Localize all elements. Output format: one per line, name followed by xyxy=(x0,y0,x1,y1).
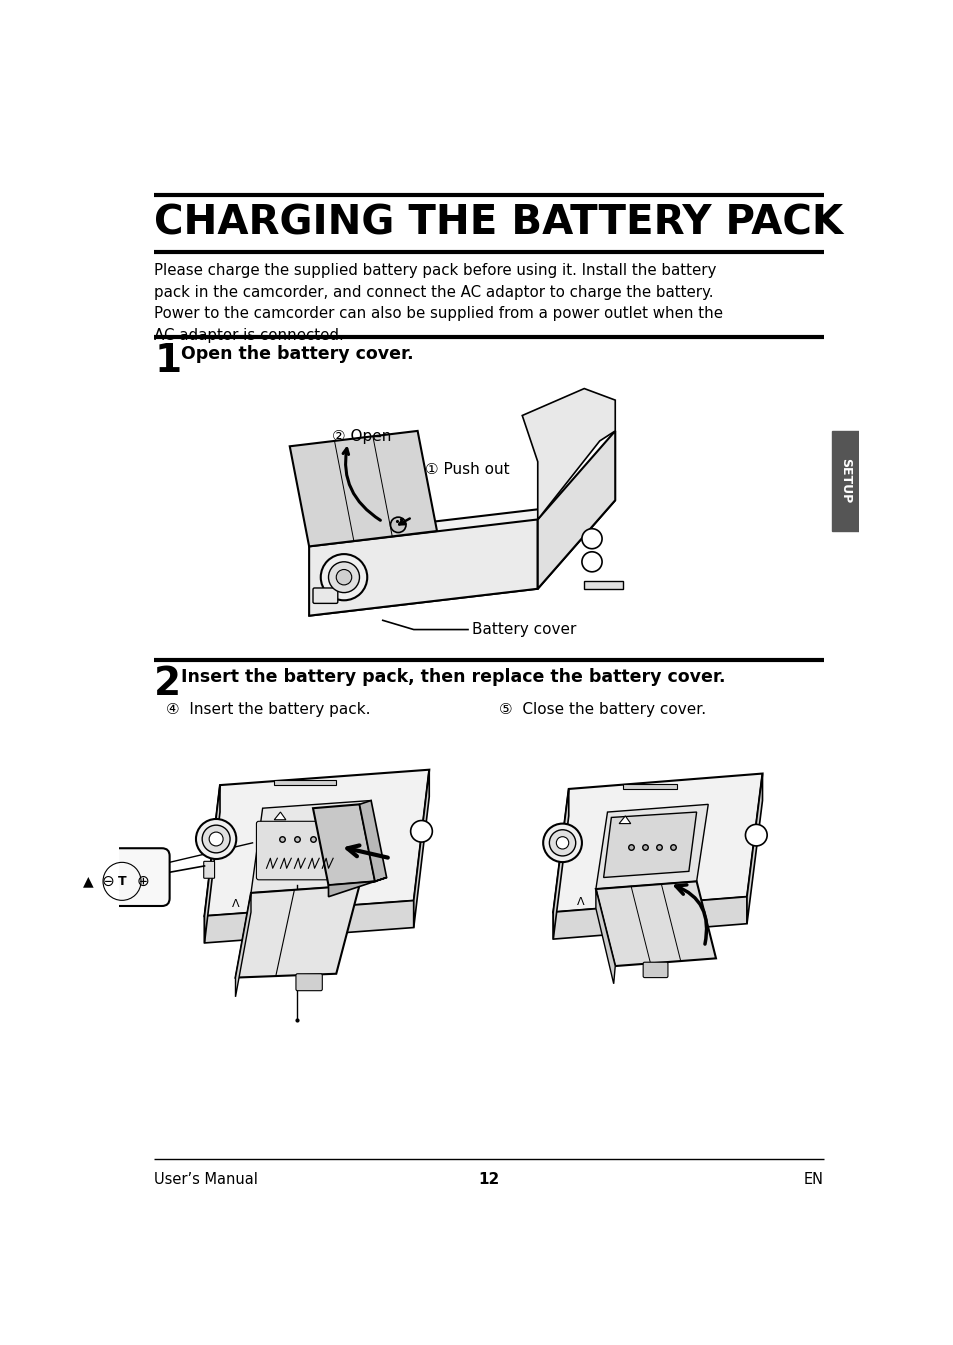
Text: 1: 1 xyxy=(154,342,181,379)
FancyBboxPatch shape xyxy=(256,822,354,880)
FancyBboxPatch shape xyxy=(313,588,337,604)
Text: T: T xyxy=(117,874,126,888)
Text: ④  Insert the battery pack.: ④ Insert the battery pack. xyxy=(166,702,370,717)
Circle shape xyxy=(410,820,432,842)
Polygon shape xyxy=(235,885,359,978)
Text: ▲: ▲ xyxy=(83,874,93,888)
Text: SETUP: SETUP xyxy=(838,459,851,503)
Circle shape xyxy=(202,824,230,853)
Polygon shape xyxy=(537,430,615,589)
Bar xyxy=(583,581,622,589)
Text: Ʌ: Ʌ xyxy=(576,897,583,907)
Polygon shape xyxy=(553,790,568,939)
Polygon shape xyxy=(309,519,537,616)
Circle shape xyxy=(195,819,236,859)
Circle shape xyxy=(320,554,367,600)
FancyBboxPatch shape xyxy=(61,849,170,907)
Polygon shape xyxy=(596,804,707,889)
Text: ① Push out: ① Push out xyxy=(425,461,510,476)
FancyBboxPatch shape xyxy=(204,861,214,878)
Circle shape xyxy=(390,516,406,533)
Polygon shape xyxy=(313,804,375,885)
Text: 12: 12 xyxy=(477,1171,499,1186)
Polygon shape xyxy=(235,893,251,997)
Polygon shape xyxy=(204,901,414,943)
Circle shape xyxy=(581,551,601,572)
Polygon shape xyxy=(596,881,716,966)
Circle shape xyxy=(328,562,359,593)
Polygon shape xyxy=(359,800,386,881)
Text: ⑤  Close the battery cover.: ⑤ Close the battery cover. xyxy=(498,702,705,717)
Bar xyxy=(831,430,858,531)
Circle shape xyxy=(542,823,581,862)
Polygon shape xyxy=(251,800,371,893)
Text: Ʌ: Ʌ xyxy=(232,900,239,909)
Text: User’s Manual: User’s Manual xyxy=(154,1171,257,1186)
Text: Open the battery cover.: Open the battery cover. xyxy=(181,344,414,363)
Polygon shape xyxy=(328,877,386,897)
Polygon shape xyxy=(746,773,761,924)
Text: 2: 2 xyxy=(154,664,181,703)
FancyBboxPatch shape xyxy=(642,962,667,978)
Text: Insert the battery pack, then replace the battery cover.: Insert the battery pack, then replace th… xyxy=(181,668,725,686)
Circle shape xyxy=(335,569,352,585)
Circle shape xyxy=(209,833,223,846)
Polygon shape xyxy=(414,769,429,928)
Circle shape xyxy=(581,529,601,549)
Bar xyxy=(274,780,335,785)
Polygon shape xyxy=(603,812,696,877)
Polygon shape xyxy=(553,773,761,912)
Circle shape xyxy=(549,830,575,855)
Polygon shape xyxy=(521,389,615,519)
Text: ⊖: ⊖ xyxy=(101,874,114,889)
Text: ⊕: ⊕ xyxy=(136,874,149,889)
Polygon shape xyxy=(618,816,630,823)
Bar xyxy=(622,784,677,790)
Polygon shape xyxy=(309,500,615,616)
Text: CHARGING THE BATTERY PACK: CHARGING THE BATTERY PACK xyxy=(154,203,842,243)
Circle shape xyxy=(744,824,766,846)
Text: Battery cover: Battery cover xyxy=(472,621,576,638)
Polygon shape xyxy=(274,812,286,819)
Text: Please charge the supplied battery pack before using it. Install the battery
pac: Please charge the supplied battery pack … xyxy=(154,264,722,343)
Polygon shape xyxy=(204,769,429,916)
Text: ② Open: ② Open xyxy=(332,429,392,444)
Polygon shape xyxy=(596,889,615,983)
Polygon shape xyxy=(290,430,436,546)
Polygon shape xyxy=(204,785,220,943)
Polygon shape xyxy=(553,897,746,939)
Circle shape xyxy=(556,837,568,849)
FancyBboxPatch shape xyxy=(295,974,322,991)
Text: EN: EN xyxy=(802,1171,822,1186)
